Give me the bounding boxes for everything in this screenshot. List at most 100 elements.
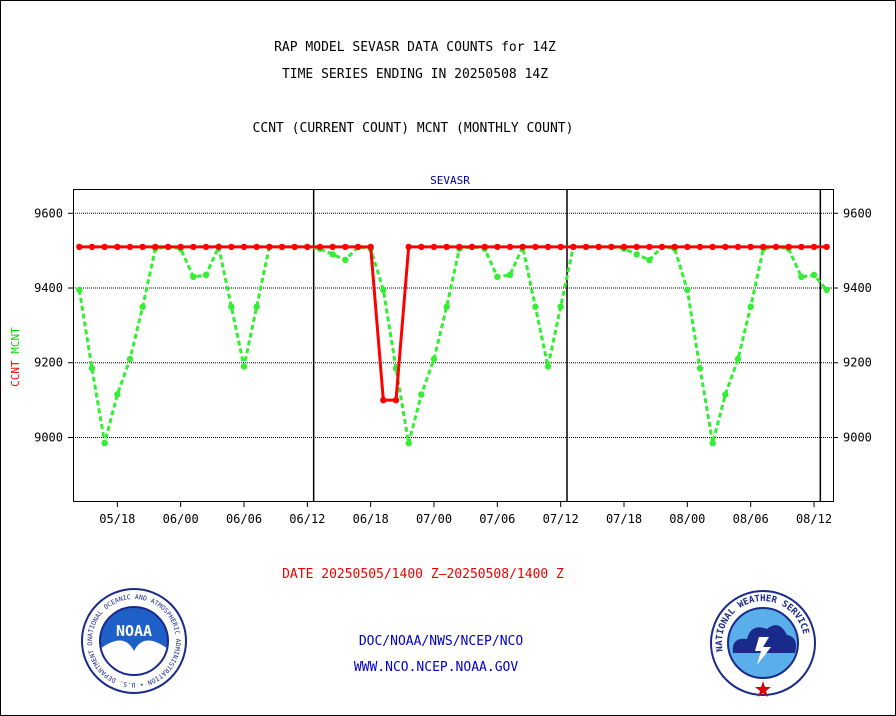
ccnt-point-17 bbox=[291, 243, 298, 251]
mcnt-point-26 bbox=[405, 439, 412, 447]
mcnt-point-29 bbox=[443, 303, 450, 310]
x-tick-label-5: 07/00 bbox=[416, 512, 452, 526]
x-tick-label-3: 06/12 bbox=[289, 512, 325, 526]
ccnt-point-39 bbox=[570, 243, 577, 251]
nws-logo[interactable]: NATIONAL WEATHER SERVICE bbox=[710, 590, 816, 697]
y-tick-label-left-9400: 9400 bbox=[34, 281, 63, 295]
x-tick-label-4: 06/18 bbox=[353, 512, 389, 526]
ccnt-point-8 bbox=[177, 243, 184, 251]
footer-link-website[interactable]: WWW.NCO.NCEP.NOAA.GOV bbox=[354, 660, 519, 675]
ccnt-point-47 bbox=[671, 243, 678, 251]
y-tick-label-left-9000: 9000 bbox=[34, 430, 63, 444]
y-tick-label-right-9600: 9600 bbox=[843, 206, 872, 220]
mcnt-point-44 bbox=[633, 251, 640, 258]
mcnt-point-49 bbox=[696, 365, 704, 372]
noaa-logo[interactable]: NOAA NATIONAL OCEANIC AND ATMOSPHERIC AD… bbox=[81, 588, 187, 694]
ccnt-point-32 bbox=[481, 243, 488, 251]
plot-frame bbox=[73, 189, 834, 502]
ccnt-point-29 bbox=[443, 243, 450, 251]
ccnt-point-35 bbox=[519, 243, 526, 251]
noaa-logo-inner-border bbox=[99, 606, 169, 676]
x-tick-label-9: 08/00 bbox=[669, 512, 705, 526]
footer-link-doc[interactable]: DOC/NOAA/NWS/NCEP/NCO bbox=[359, 634, 524, 649]
mcnt-point-58 bbox=[810, 271, 818, 279]
mcnt-point-3 bbox=[114, 391, 121, 398]
ccnt-point-53 bbox=[747, 243, 754, 251]
ccnt-point-59 bbox=[823, 243, 830, 251]
mcnt-point-21 bbox=[342, 256, 349, 264]
mcnt-point-14 bbox=[253, 303, 260, 310]
ccnt-point-36 bbox=[532, 243, 539, 251]
ccnt-point-0 bbox=[76, 243, 83, 251]
plot-label: SEVASR bbox=[430, 174, 470, 187]
mcnt-point-34 bbox=[506, 271, 514, 279]
y-tick-label-right-9000: 9000 bbox=[843, 430, 872, 444]
ccnt-point-10 bbox=[202, 243, 210, 251]
x-tick-label-8: 07/18 bbox=[606, 512, 642, 526]
ccnt-point-41 bbox=[595, 243, 602, 251]
ccnt-point-48 bbox=[684, 243, 691, 251]
mcnt-point-45 bbox=[646, 256, 653, 264]
ccnt-point-52 bbox=[734, 243, 742, 251]
ccnt-point-55 bbox=[772, 243, 780, 251]
ccnt-point-19 bbox=[316, 243, 324, 251]
nws-logo-lightning-icon bbox=[755, 637, 771, 665]
ccnt-point-1 bbox=[88, 243, 96, 251]
ccnt-point-33 bbox=[494, 243, 501, 251]
ccnt-point-22 bbox=[354, 243, 362, 251]
ccnt-point-18 bbox=[304, 243, 311, 251]
y-axis-label-mcnt: MCNT bbox=[9, 327, 22, 354]
nws-logo-inner-border bbox=[727, 607, 799, 679]
ccnt-point-15 bbox=[266, 243, 273, 251]
ccnt-point-42 bbox=[608, 243, 615, 251]
mcnt-point-37 bbox=[544, 363, 552, 370]
ccnt-point-28 bbox=[430, 243, 438, 251]
y-axis-label-ccnt: CCNT bbox=[9, 360, 22, 387]
day-boundaries bbox=[312, 189, 822, 501]
x-tick-label-7: 07/12 bbox=[543, 512, 579, 526]
ccnt-point-37 bbox=[544, 243, 552, 251]
ccnt-line bbox=[79, 245, 827, 402]
ccnt-point-50 bbox=[709, 243, 716, 251]
nws-logo-star-icon bbox=[755, 681, 771, 697]
mcnt-point-12 bbox=[228, 303, 235, 310]
ccnt-point-49 bbox=[696, 243, 704, 251]
ccnt-point-58 bbox=[810, 243, 818, 251]
ccnt-point-46 bbox=[658, 243, 666, 251]
y-tick-label-left-9200: 9200 bbox=[34, 356, 63, 370]
mcnt-point-52 bbox=[734, 355, 742, 363]
mcnt-point-13 bbox=[240, 363, 248, 370]
ccnt-point-31 bbox=[468, 243, 476, 251]
x-ticks: 05/18 06/00 06/06 06/12 06/18 07/00 07/06 07/12… bbox=[99, 501, 832, 526]
mcnt-point-0 bbox=[76, 286, 83, 294]
x-tick-label-6: 07/06 bbox=[479, 512, 515, 526]
ccnt-point-24 bbox=[380, 396, 387, 404]
ccnt-point-56 bbox=[785, 243, 792, 251]
mcnt-point-27 bbox=[418, 391, 425, 398]
y-ticks-right: 9000 9200 9400 9600 bbox=[833, 206, 872, 444]
ccnt-point-40 bbox=[582, 243, 590, 251]
x-tick-label-11: 08/12 bbox=[796, 512, 832, 526]
ccnt-point-27 bbox=[418, 243, 425, 251]
mcnt-point-38 bbox=[557, 303, 564, 310]
x-tick-label-1: 06/00 bbox=[163, 512, 199, 526]
y-ticks-left: 9000 9200 9400 9600 bbox=[34, 206, 73, 444]
ccnt-point-44 bbox=[633, 243, 640, 251]
mcnt-point-9 bbox=[190, 273, 197, 281]
x-tick-label-2: 06/06 bbox=[226, 512, 262, 526]
chart-title-line1: RAP MODEL SEVASR DATA COUNTS for 14Z bbox=[274, 40, 556, 55]
series-mcnt bbox=[76, 242, 830, 447]
mcnt-point-4 bbox=[126, 355, 134, 363]
ccnt-point-54 bbox=[760, 243, 767, 251]
ccnt-point-23 bbox=[367, 243, 374, 251]
ccnt-point-21 bbox=[342, 243, 349, 251]
ccnt-point-51 bbox=[722, 243, 729, 251]
ccnt-point-25 bbox=[392, 396, 400, 404]
y-tick-label-right-9200: 9200 bbox=[843, 356, 872, 370]
mcnt-point-2 bbox=[101, 439, 108, 447]
date-range: DATE 20250505/1400 Z–20250508/1400 Z bbox=[282, 567, 564, 582]
mcnt-point-50 bbox=[709, 439, 716, 447]
chart-title-line2: TIME SERIES ENDING IN 20250508 14Z bbox=[282, 67, 548, 82]
y-tick-label-left-9600: 9600 bbox=[34, 206, 63, 220]
